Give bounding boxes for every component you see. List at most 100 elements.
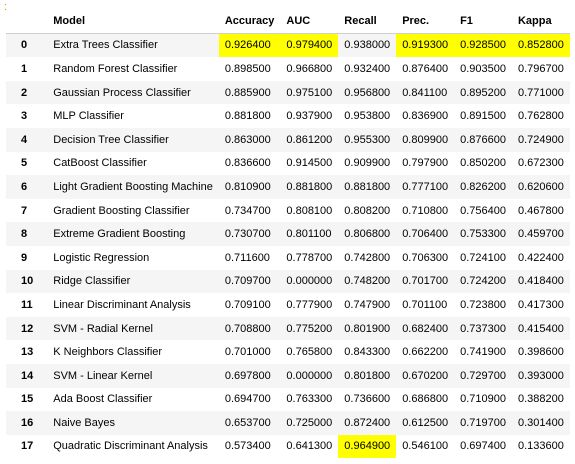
recall-cell: 0.742800 xyxy=(344,251,391,264)
row-index: 1 xyxy=(21,62,28,75)
table-row: 2 Gaussian Process Classifier 0.885900 0.97… xyxy=(6,80,570,105)
f1-cell: 0.903500 xyxy=(460,62,506,75)
row-index: 16 xyxy=(6,411,48,435)
model-name-cell: Decision Tree Classifier xyxy=(47,127,219,152)
recall-cell: 0.955300 xyxy=(338,127,397,152)
accuracy-cell: 0.701000 xyxy=(224,346,271,359)
prec-cell: 0.701100 xyxy=(402,298,448,311)
table-row: 12 SVM - Radial Kernel 0.708800 0.775200 0.8… xyxy=(6,316,570,341)
header-f1: F1 xyxy=(454,9,512,34)
model-name-cell: Light Gradient Boosting Machine xyxy=(47,175,219,199)
prec-cell: 0.797900 xyxy=(402,157,449,170)
model-name-cell: Logistic Regression xyxy=(53,251,150,264)
prec-cell: 0.701700 xyxy=(396,269,455,294)
recall-cell: 0.881800 xyxy=(338,175,397,199)
table-row: 16 Naive Bayes 0.653700 0.725000 0.872400 0.6… xyxy=(6,411,570,435)
accuracy-cell: 0.711600 xyxy=(224,251,270,264)
row-index: 7 xyxy=(21,204,28,217)
recall-cell: 0.843300 xyxy=(344,346,391,359)
auc-cell: 0.775200 xyxy=(280,316,339,341)
f1-cell: 0.697400 xyxy=(460,440,506,453)
kappa-cell: 0.852800 xyxy=(511,33,570,58)
table-row: 13 K Neighbors Classifier 0.701000 0.765800… xyxy=(6,340,570,364)
accuracy-cell: 0.836600 xyxy=(224,157,271,170)
f1-cell: 0.724200 xyxy=(454,269,512,294)
model-name-cell: Random Forest Classifier xyxy=(53,62,178,75)
prec-cell: 0.612500 xyxy=(396,411,455,435)
f1-cell: 0.826200 xyxy=(454,175,512,199)
kappa-cell: 0.620600 xyxy=(511,175,570,199)
auc-cell: 0.641300 xyxy=(286,440,333,453)
auc-cell: 0.778700 xyxy=(286,251,333,264)
f1-cell: 0.729700 xyxy=(454,363,512,388)
f1-cell: 0.891500 xyxy=(460,110,506,123)
row-index: 12 xyxy=(6,316,48,341)
row-index: 17 xyxy=(21,440,34,453)
auc-cell: 0.914500 xyxy=(286,157,333,170)
model-name-cell: SVM - Radial Kernel xyxy=(47,316,219,341)
model-name-cell: Ridge Classifier xyxy=(47,269,219,294)
prec-cell: 0.686800 xyxy=(402,393,449,406)
accuracy-cell: 0.734700 xyxy=(224,204,271,217)
auc-cell: 0.000000 xyxy=(280,363,339,388)
row-index: 9 xyxy=(21,251,28,264)
model-name-cell: Gradient Boosting Classifier xyxy=(53,204,190,217)
kappa-cell: 0.388200 xyxy=(517,393,564,406)
header-model: Model xyxy=(47,9,219,34)
accuracy-cell: 0.694700 xyxy=(224,393,271,406)
f1-cell: 0.719700 xyxy=(454,411,512,435)
recall-cell: 0.964900 xyxy=(338,434,397,459)
header-prec: Prec. xyxy=(396,9,455,34)
table-row: 6 Light Gradient Boosting Machine 0.810900… xyxy=(6,175,570,199)
kappa-cell: 0.301400 xyxy=(511,411,570,435)
prec-cell: 0.710800 xyxy=(402,204,449,217)
kappa-cell: 0.762800 xyxy=(517,110,564,123)
model-name-cell: Extreme Gradient Boosting xyxy=(47,222,219,246)
accuracy-cell: 0.898500 xyxy=(224,62,271,75)
prec-cell: 0.662200 xyxy=(402,346,449,359)
accuracy-cell: 0.709100 xyxy=(224,298,271,311)
model-name-cell: K Neighbors Classifier xyxy=(53,346,163,359)
recall-cell: 0.736600 xyxy=(344,393,391,406)
f1-cell: 0.724100 xyxy=(460,251,506,264)
prec-cell: 0.682400 xyxy=(396,316,455,341)
table-row: 4 Decision Tree Classifier 0.863000 0.86120… xyxy=(6,127,570,152)
row-index: 14 xyxy=(6,363,48,388)
table-row: 3 MLP Classifier 0.881800 0.937900 0.953800 0… xyxy=(6,104,570,128)
table-row: 9 Logistic Regression 0.711600 0.778700 0.74… xyxy=(6,246,570,270)
table-header-row: Model Accuracy AUC Recall Prec. F1 Kappa xyxy=(6,9,570,34)
kappa-cell: 0.133600 xyxy=(517,440,564,453)
row-index: 5 xyxy=(21,157,28,170)
auc-cell: 0.765800 xyxy=(286,346,333,359)
model-name-cell: Naive Bayes xyxy=(47,411,219,435)
f1-cell: 0.753300 xyxy=(454,222,512,246)
model-name-cell: MLP Classifier xyxy=(53,110,124,123)
auc-cell: 0.975100 xyxy=(280,80,339,105)
accuracy-cell: 0.810900 xyxy=(218,175,281,199)
f1-cell: 0.895200 xyxy=(454,80,512,105)
kappa-cell: 0.724900 xyxy=(511,127,570,152)
prec-cell: 0.876400 xyxy=(402,62,449,75)
table-row: 5 CatBoost Classifier 0.836600 0.914500 0.90… xyxy=(6,152,570,176)
kappa-cell: 0.459700 xyxy=(511,222,570,246)
prec-cell: 0.670200 xyxy=(396,363,455,388)
table-row: 8 Extreme Gradient Boosting 0.730700 0.8011… xyxy=(6,222,570,246)
accuracy-cell: 0.708800 xyxy=(218,316,281,341)
recall-cell: 0.932400 xyxy=(344,62,391,75)
accuracy-cell: 0.863000 xyxy=(218,127,281,152)
prec-cell: 0.841100 xyxy=(396,80,455,105)
kappa-cell: 0.418400 xyxy=(511,269,570,294)
row-index: 10 xyxy=(6,269,48,294)
table-row: 14 SVM - Linear Kernel 0.697800 0.000000 0.8… xyxy=(6,363,570,388)
row-index: 4 xyxy=(6,127,48,152)
recall-cell: 0.872400 xyxy=(338,411,397,435)
model-name-cell: CatBoost Classifier xyxy=(53,157,147,170)
auc-cell: 0.801100 xyxy=(280,222,339,246)
accuracy-cell: 0.881800 xyxy=(224,110,271,123)
recall-cell: 0.808200 xyxy=(344,204,391,217)
prec-cell: 0.706400 xyxy=(396,222,455,246)
row-index: 11 xyxy=(21,298,33,311)
f1-cell: 0.723800 xyxy=(460,298,506,311)
kappa-cell: 0.467800 xyxy=(517,204,564,217)
model-comparison-table: Model Accuracy AUC Recall Prec. F1 Kappa… xyxy=(6,9,570,459)
